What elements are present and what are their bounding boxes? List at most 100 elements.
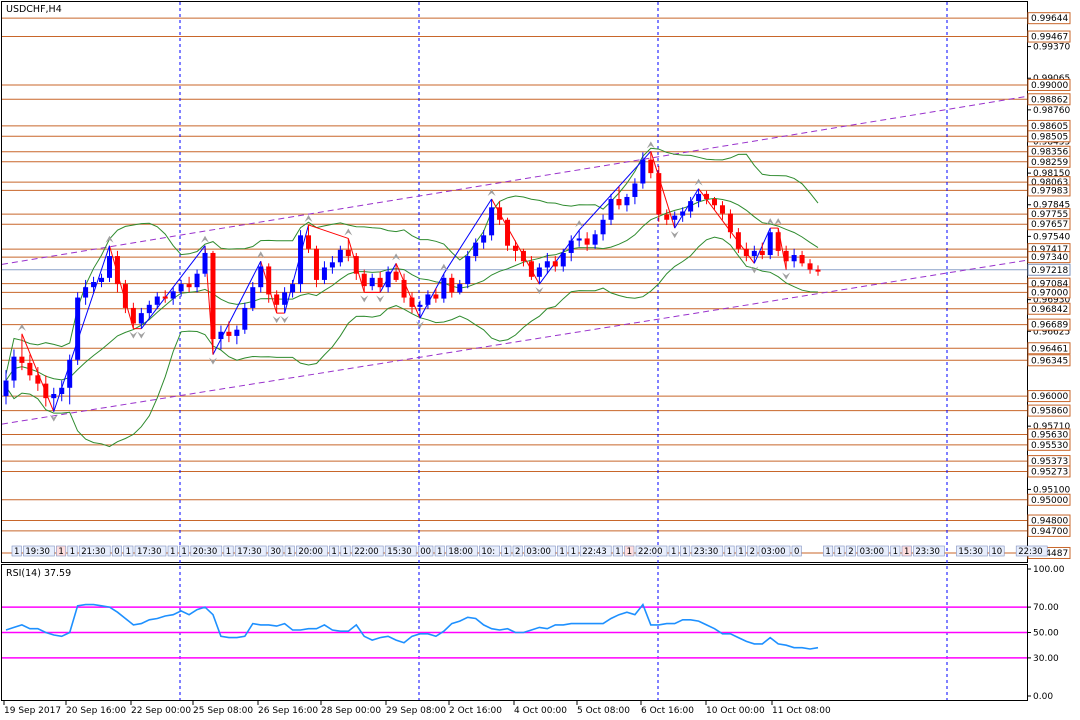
candle-body[interactable] <box>59 387 65 394</box>
candle-body[interactable] <box>99 277 105 282</box>
candle-body[interactable] <box>27 362 33 376</box>
event-marker[interactable] <box>579 545 612 557</box>
candle-body[interactable] <box>186 284 192 288</box>
candle-body[interactable] <box>321 267 327 280</box>
event-marker[interactable] <box>296 545 328 557</box>
candle-body[interactable] <box>401 279 407 298</box>
event-marker[interactable] <box>1015 545 1048 557</box>
candle-body[interactable] <box>536 267 542 277</box>
event-marker[interactable] <box>758 545 791 557</box>
candle-body[interactable] <box>759 250 765 256</box>
candle-body[interactable] <box>457 284 463 293</box>
event-marker[interactable] <box>384 545 417 557</box>
candle-body[interactable] <box>361 273 367 287</box>
candle-body[interactable] <box>528 261 534 277</box>
candle-body[interactable] <box>337 249 343 263</box>
candle-body[interactable] <box>815 269 821 272</box>
candle-body[interactable] <box>329 262 335 268</box>
event-marker[interactable] <box>417 545 434 557</box>
event-marker[interactable] <box>691 545 724 557</box>
candle-body[interactable] <box>51 394 57 399</box>
candle-body[interactable] <box>735 232 741 249</box>
candle-body[interactable] <box>672 215 678 220</box>
candle-body[interactable] <box>226 331 232 336</box>
candle-body[interactable] <box>385 271 391 288</box>
candle-body[interactable] <box>465 256 471 285</box>
event-marker[interactable] <box>890 545 901 557</box>
candle-body[interactable] <box>122 284 128 308</box>
candle-body[interactable] <box>11 356 17 381</box>
event-marker[interactable] <box>190 545 223 557</box>
event-marker[interactable] <box>624 545 635 557</box>
event-marker[interactable] <box>557 545 568 557</box>
candle-body[interactable] <box>512 245 518 251</box>
candle-body[interactable] <box>688 201 694 212</box>
candle-body[interactable] <box>481 235 487 243</box>
event-marker[interactable] <box>329 545 340 557</box>
candle-body[interactable] <box>505 219 511 246</box>
candle-body[interactable] <box>377 277 383 288</box>
candle-body[interactable] <box>680 211 686 216</box>
event-marker[interactable] <box>524 545 556 557</box>
candle-body[interactable] <box>497 207 503 220</box>
candle-body[interactable] <box>154 296 160 305</box>
candle-body[interactable] <box>560 252 566 267</box>
channel-lower-line[interactable] <box>1 259 1028 425</box>
candle-body[interactable] <box>194 273 200 288</box>
event-marker[interactable] <box>67 545 78 557</box>
candle-body[interactable] <box>664 214 670 220</box>
candle-body[interactable] <box>393 271 399 280</box>
candle-body[interactable] <box>306 235 312 249</box>
event-marker[interactable] <box>434 545 445 557</box>
candle-body[interactable] <box>807 263 813 270</box>
candle-body[interactable] <box>584 238 590 245</box>
event-marker[interactable] <box>747 545 758 557</box>
candle-body[interactable] <box>250 287 256 308</box>
candle-body[interactable] <box>433 294 439 299</box>
candle-body[interactable] <box>170 291 176 299</box>
event-marker[interactable] <box>111 545 122 557</box>
candle-body[interactable] <box>712 199 718 206</box>
candle-body[interactable] <box>743 248 749 257</box>
candle-body[interactable] <box>138 313 144 324</box>
event-marker[interactable] <box>857 545 889 557</box>
candle-body[interactable] <box>146 304 152 314</box>
candle-body[interactable] <box>114 256 120 285</box>
event-marker[interactable] <box>11 545 22 557</box>
candle-body[interactable] <box>3 380 9 397</box>
candle-body[interactable] <box>791 255 797 262</box>
candle-body[interactable] <box>624 196 630 206</box>
event-marker[interactable] <box>23 545 55 557</box>
channel-upper-line[interactable] <box>1 95 1028 265</box>
candle-body[interactable] <box>600 219 606 235</box>
event-marker[interactable] <box>823 545 834 557</box>
event-marker[interactable] <box>680 545 691 557</box>
event-marker[interactable] <box>446 545 478 557</box>
event-marker[interactable] <box>834 545 845 557</box>
candle-body[interactable] <box>19 356 25 363</box>
candle-body[interactable] <box>640 159 646 184</box>
candle-body[interactable] <box>35 375 41 384</box>
rsi-line[interactable] <box>5 603 819 650</box>
candle-body[interactable] <box>43 383 49 399</box>
event-marker[interactable] <box>351 545 384 557</box>
candle-body[interactable] <box>345 249 351 257</box>
candle-body[interactable] <box>242 307 248 330</box>
candle-body[interactable] <box>178 284 184 292</box>
event-marker[interactable] <box>913 545 945 557</box>
candle-body[interactable] <box>632 183 638 197</box>
event-marker[interactable] <box>901 545 912 557</box>
candle-body[interactable] <box>544 261 550 268</box>
candle-body[interactable] <box>75 297 81 360</box>
candle-body[interactable] <box>441 277 447 299</box>
candle-body[interactable] <box>425 294 431 305</box>
event-marker[interactable] <box>724 545 735 557</box>
candle-body[interactable] <box>696 193 702 202</box>
event-marker[interactable] <box>568 545 579 557</box>
event-marker[interactable] <box>56 545 67 557</box>
candle-body[interactable] <box>266 266 272 295</box>
event-marker[interactable] <box>479 545 500 557</box>
candle-body[interactable] <box>282 292 288 305</box>
event-marker[interactable] <box>612 545 623 557</box>
